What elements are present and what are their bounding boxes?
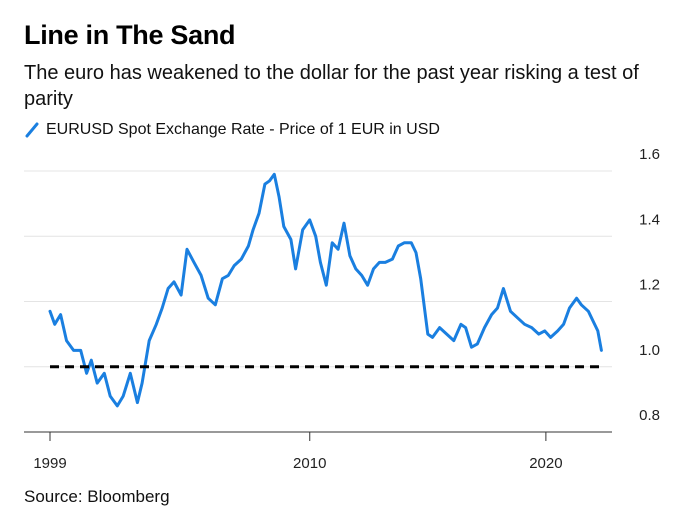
series-layer	[48, 172, 603, 408]
legend-label: EURUSD Spot Exchange Rate - Price of 1 E…	[46, 121, 440, 138]
tick-labels: 0.8 1.0 1.2 1.4 1.6 1999 2010 2020	[33, 146, 660, 472]
source-note: Source: Bloomberg	[24, 487, 170, 506]
legend-line-icon	[25, 122, 39, 138]
x-tick-label: 1999	[33, 455, 66, 472]
y-tick-label: 1.6	[639, 146, 660, 163]
chart-legend: EURUSD Spot Exchange Rate - Price of 1 E…	[24, 120, 440, 140]
x-tick-label: 2020	[529, 455, 562, 472]
y-tick-label: 0.8	[639, 407, 660, 424]
eurusd-series-line	[48, 172, 603, 408]
y-tick-label: 1.2	[639, 277, 660, 294]
chart-title: Line in The Sand	[24, 20, 236, 50]
gridlines	[24, 170, 612, 433]
y-tick-label: 1.4	[639, 211, 660, 228]
x-tick-label: 2010	[293, 455, 326, 472]
legend-swatch-stroke	[25, 122, 39, 138]
x-axis	[24, 431, 612, 441]
y-tick-label: 1.0	[639, 342, 660, 359]
chart-subtitle: The euro has weakened to the dollar for …	[24, 62, 639, 110]
